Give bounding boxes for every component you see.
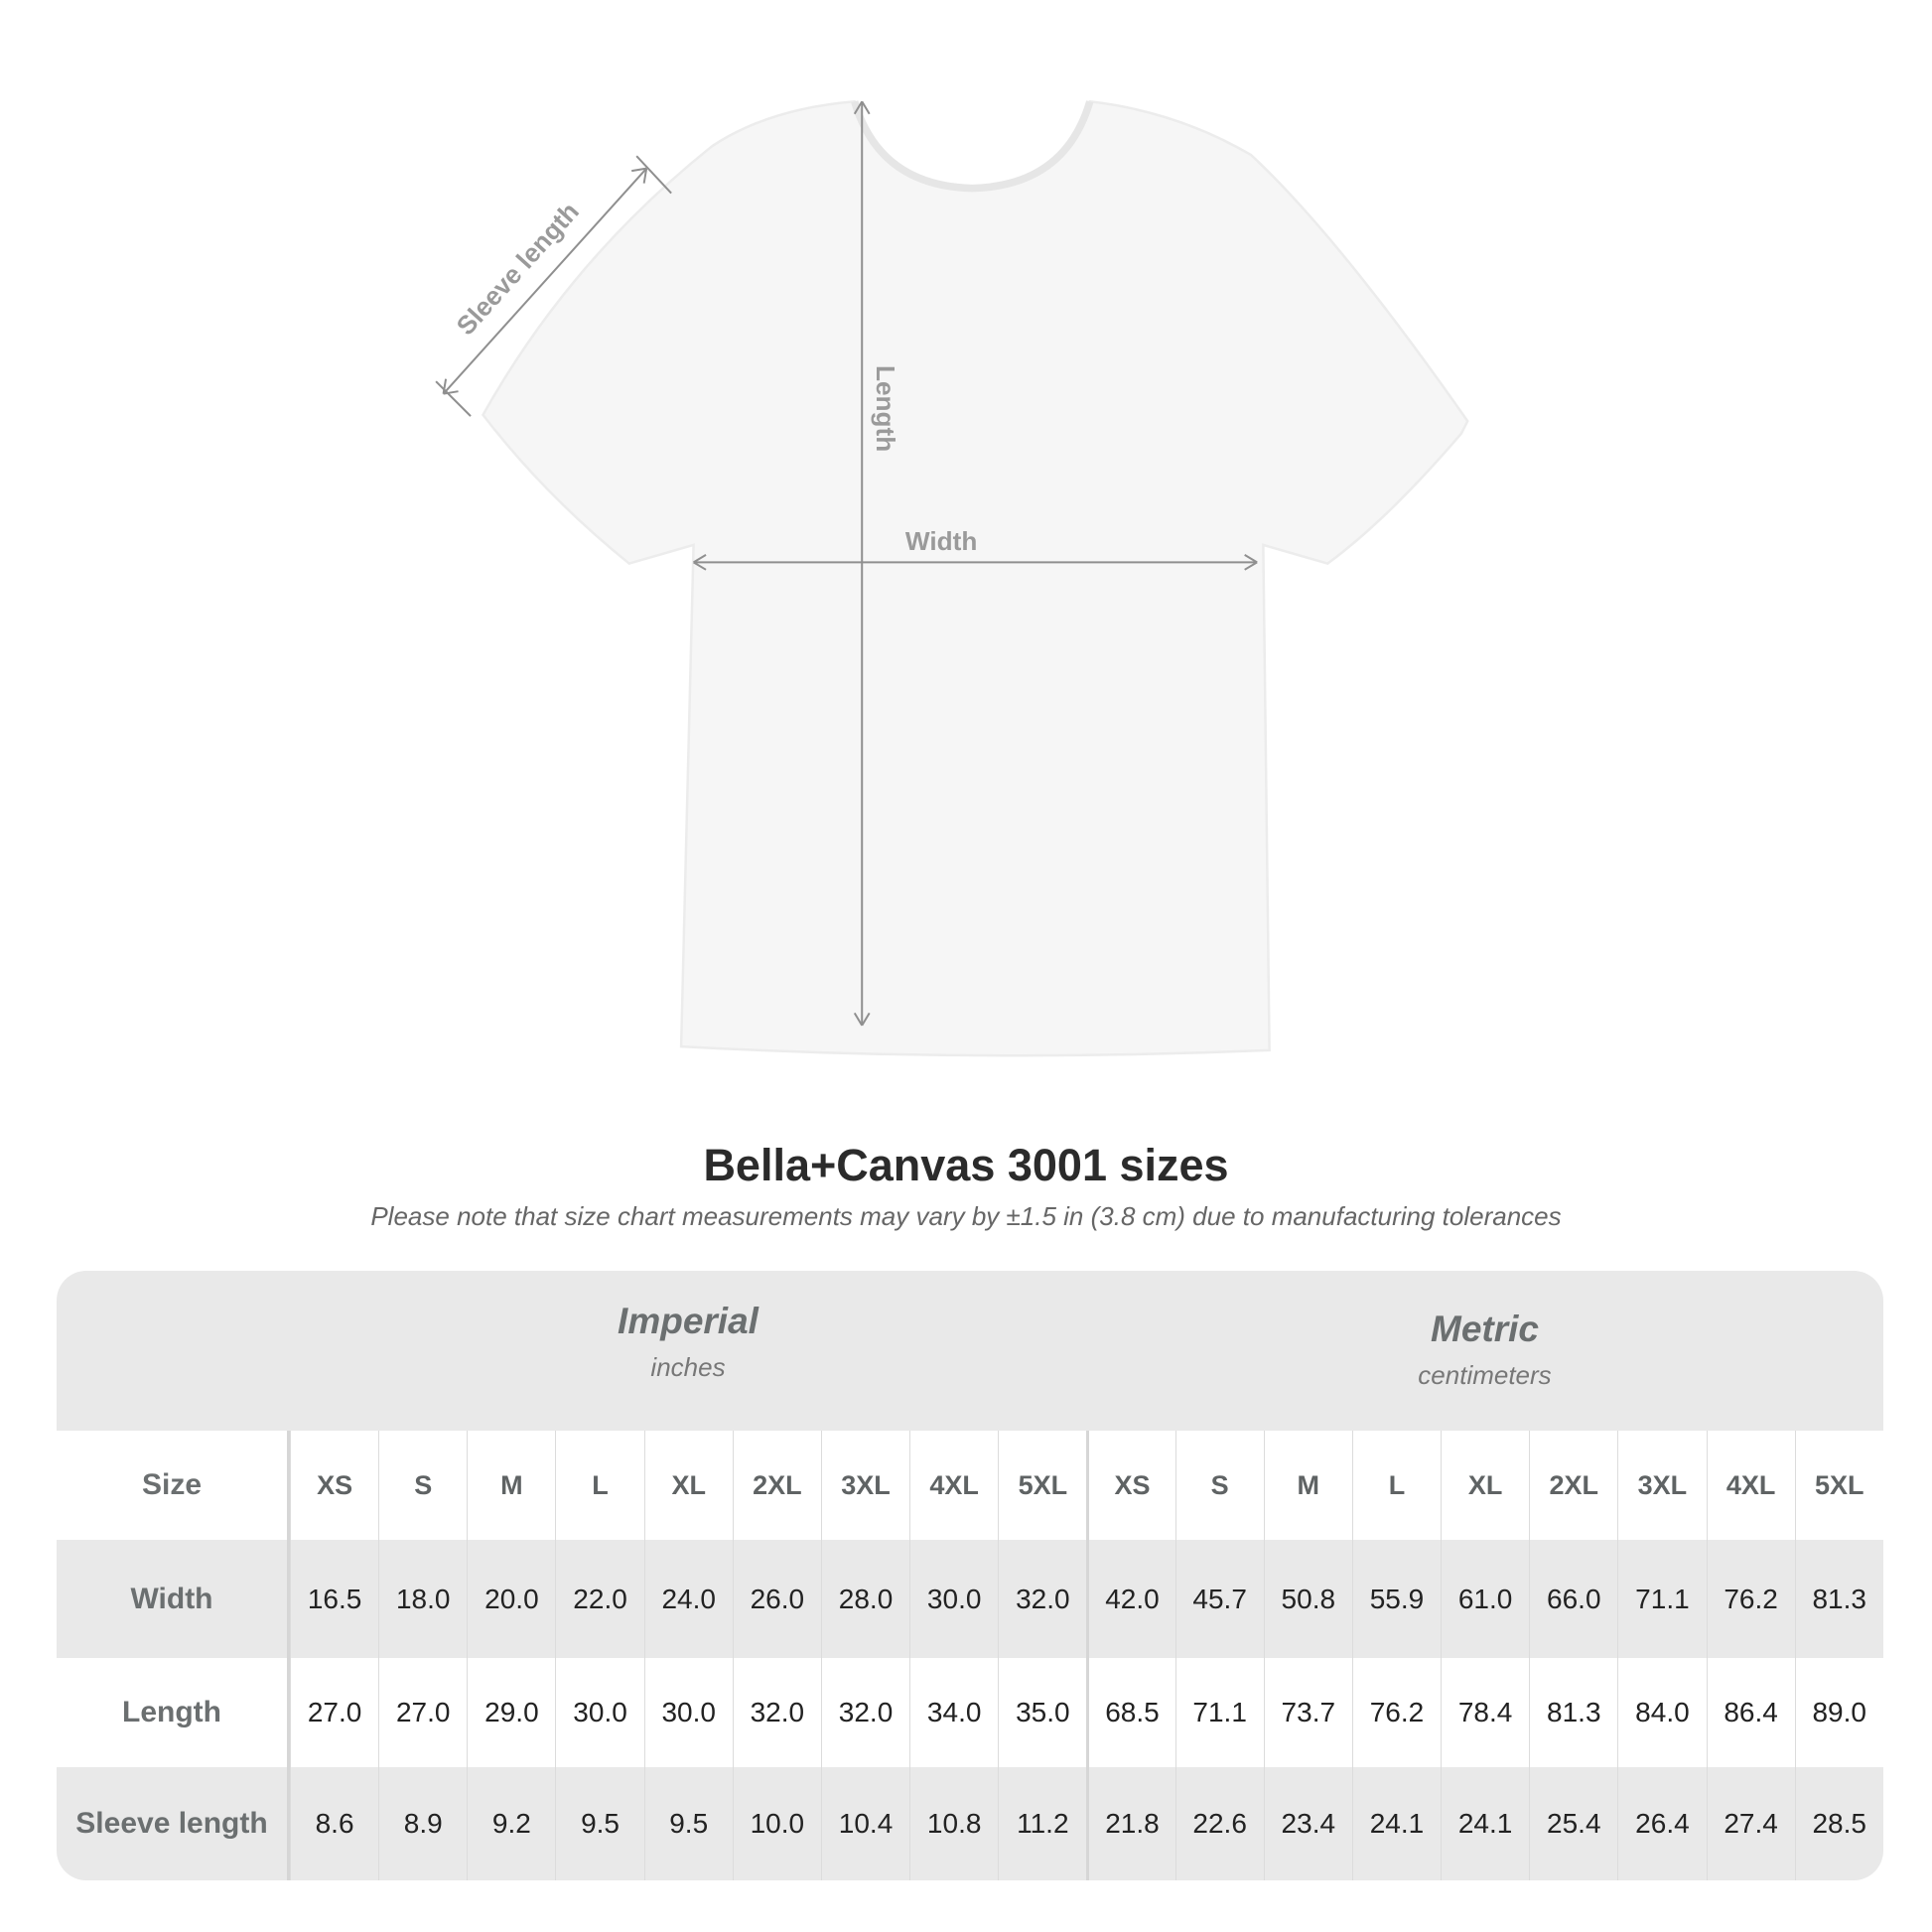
- metric-value-cell: 73.7: [1263, 1658, 1352, 1767]
- imperial-value-cell: 32.0: [820, 1658, 909, 1767]
- metric-value-cell: 55.9: [1351, 1540, 1441, 1658]
- metric-value-cell: 24.1: [1441, 1767, 1529, 1880]
- imperial-value-cell: 16.5: [290, 1540, 378, 1658]
- imperial-value-cell: 8.6: [290, 1767, 378, 1880]
- measure-arrows: [435, 100, 1258, 1027]
- page-title: Bella+Canvas 3001 sizes: [703, 1140, 1229, 1190]
- imperial-value-cell: 29.0: [467, 1658, 555, 1767]
- imperial-size-XL: XL: [643, 1431, 733, 1540]
- metric-value-cell: 42.0: [1086, 1540, 1174, 1658]
- table-row: Length 27.0 27.0 29.0 30.0 30.0 32.0 32.0 34.0 35…: [57, 1658, 1883, 1767]
- metric-value-cell: 71.1: [1174, 1658, 1264, 1767]
- imperial-value-cell: 34.0: [909, 1658, 998, 1767]
- imperial-value-cell: 32.0: [732, 1658, 821, 1767]
- imperial-value-cell: 30.0: [643, 1658, 733, 1767]
- table-row: Width 16.5 18.0 20.0 22.0 24.0 26.0 28.0 30.0 32.…: [57, 1540, 1883, 1658]
- metric-value-cell: 76.2: [1706, 1540, 1795, 1658]
- imperial-value-cell: 26.0: [732, 1540, 821, 1658]
- metric-value-cell: 76.2: [1351, 1658, 1441, 1767]
- row-label: Sleeve length: [57, 1767, 290, 1880]
- size-chart-table: Imperial inches Metric centimeters Size X…: [57, 1271, 1883, 1880]
- metric-value-cell: 50.8: [1263, 1540, 1352, 1658]
- imperial-value-cell: 30.0: [555, 1658, 643, 1767]
- metric-group-header: Metric centimeters: [1418, 1309, 1552, 1390]
- imperial-value-cell: 10.8: [909, 1767, 998, 1880]
- metric-value-cell: 71.1: [1617, 1540, 1706, 1658]
- imperial-value-cell: 9.5: [555, 1767, 643, 1880]
- tshirt-shape: [482, 99, 1469, 1057]
- imperial-value-cell: 28.0: [820, 1540, 909, 1658]
- length-label: Length: [871, 365, 900, 452]
- imperial-value-cell: 9.2: [467, 1767, 555, 1880]
- imperial-value-cell: 9.5: [643, 1767, 733, 1880]
- imperial-value-cell: 35.0: [998, 1658, 1086, 1767]
- metric-value-cell: 23.4: [1263, 1767, 1352, 1880]
- metric-size-4XL: 4XL: [1706, 1431, 1795, 1540]
- imperial-value-cell: 24.0: [643, 1540, 733, 1658]
- metric-value-cell: 61.0: [1441, 1540, 1529, 1658]
- metric-size-2XL: 2XL: [1529, 1431, 1617, 1540]
- metric-value-cell: 26.4: [1617, 1767, 1706, 1880]
- imperial-value-cell: 22.0: [555, 1540, 643, 1658]
- imperial-size-4XL: 4XL: [909, 1431, 998, 1540]
- imperial-size-S: S: [378, 1431, 467, 1540]
- imperial-value-cell: 30.0: [909, 1540, 998, 1658]
- imperial-size-M: M: [467, 1431, 555, 1540]
- metric-size-5XL: 5XL: [1794, 1431, 1883, 1540]
- width-label: Width: [905, 526, 977, 556]
- metric-value-cell: 22.6: [1174, 1767, 1264, 1880]
- metric-value-cell: 68.5: [1086, 1658, 1174, 1767]
- table-row: Sleeve length 8.6 8.9 9.2 9.5 9.5 10.0 10.4 10.8…: [57, 1767, 1883, 1880]
- row-label: Width: [57, 1540, 290, 1658]
- row-label: Length: [57, 1658, 290, 1767]
- imperial-size-3XL: 3XL: [820, 1431, 909, 1540]
- size-header-row: Size XS S M L XL 2XL 3XL 4XL 5XL XS S M L XL 2XL 3XL 4XL 5…: [57, 1431, 1883, 1540]
- metric-value-cell: 45.7: [1174, 1540, 1264, 1658]
- imperial-value-cell: 10.0: [732, 1767, 821, 1880]
- imperial-value-cell: 20.0: [467, 1540, 555, 1658]
- metric-size-XL: XL: [1441, 1431, 1529, 1540]
- imperial-size-2XL: 2XL: [732, 1431, 821, 1540]
- metric-value-cell: 84.0: [1617, 1658, 1706, 1767]
- metric-size-3XL: 3XL: [1617, 1431, 1706, 1540]
- metric-value-cell: 66.0: [1529, 1540, 1617, 1658]
- metric-value-cell: 89.0: [1794, 1658, 1883, 1767]
- metric-value-cell: 81.3: [1529, 1658, 1617, 1767]
- metric-value-cell: 21.8: [1086, 1767, 1174, 1880]
- metric-size-M: M: [1263, 1431, 1352, 1540]
- imperial-size-5XL: 5XL: [998, 1431, 1086, 1540]
- imperial-value-cell: 27.0: [290, 1658, 378, 1767]
- imperial-value-cell: 32.0: [998, 1540, 1086, 1658]
- metric-value-cell: 27.4: [1706, 1767, 1795, 1880]
- metric-value-cell: 24.1: [1351, 1767, 1441, 1880]
- metric-size-L: L: [1351, 1431, 1441, 1540]
- metric-value-cell: 28.5: [1794, 1767, 1883, 1880]
- metric-value-cell: 78.4: [1441, 1658, 1529, 1767]
- metric-size-XS: XS: [1086, 1431, 1174, 1540]
- imperial-value-cell: 27.0: [378, 1658, 467, 1767]
- metric-value-cell: 81.3: [1794, 1540, 1883, 1658]
- imperial-value-cell: 11.2: [998, 1767, 1086, 1880]
- imperial-value-cell: 10.4: [820, 1767, 909, 1880]
- imperial-size-XS: XS: [290, 1431, 378, 1540]
- metric-value-cell: 86.4: [1706, 1658, 1795, 1767]
- size-label: Size: [57, 1431, 290, 1540]
- metric-size-S: S: [1174, 1431, 1264, 1540]
- tolerance-note: Please note that size chart measurements…: [370, 1201, 1562, 1231]
- imperial-size-L: L: [555, 1431, 643, 1540]
- imperial-value-cell: 8.9: [378, 1767, 467, 1880]
- imperial-value-cell: 18.0: [378, 1540, 467, 1658]
- imperial-group-header: Imperial inches: [618, 1301, 759, 1382]
- metric-value-cell: 25.4: [1529, 1767, 1617, 1880]
